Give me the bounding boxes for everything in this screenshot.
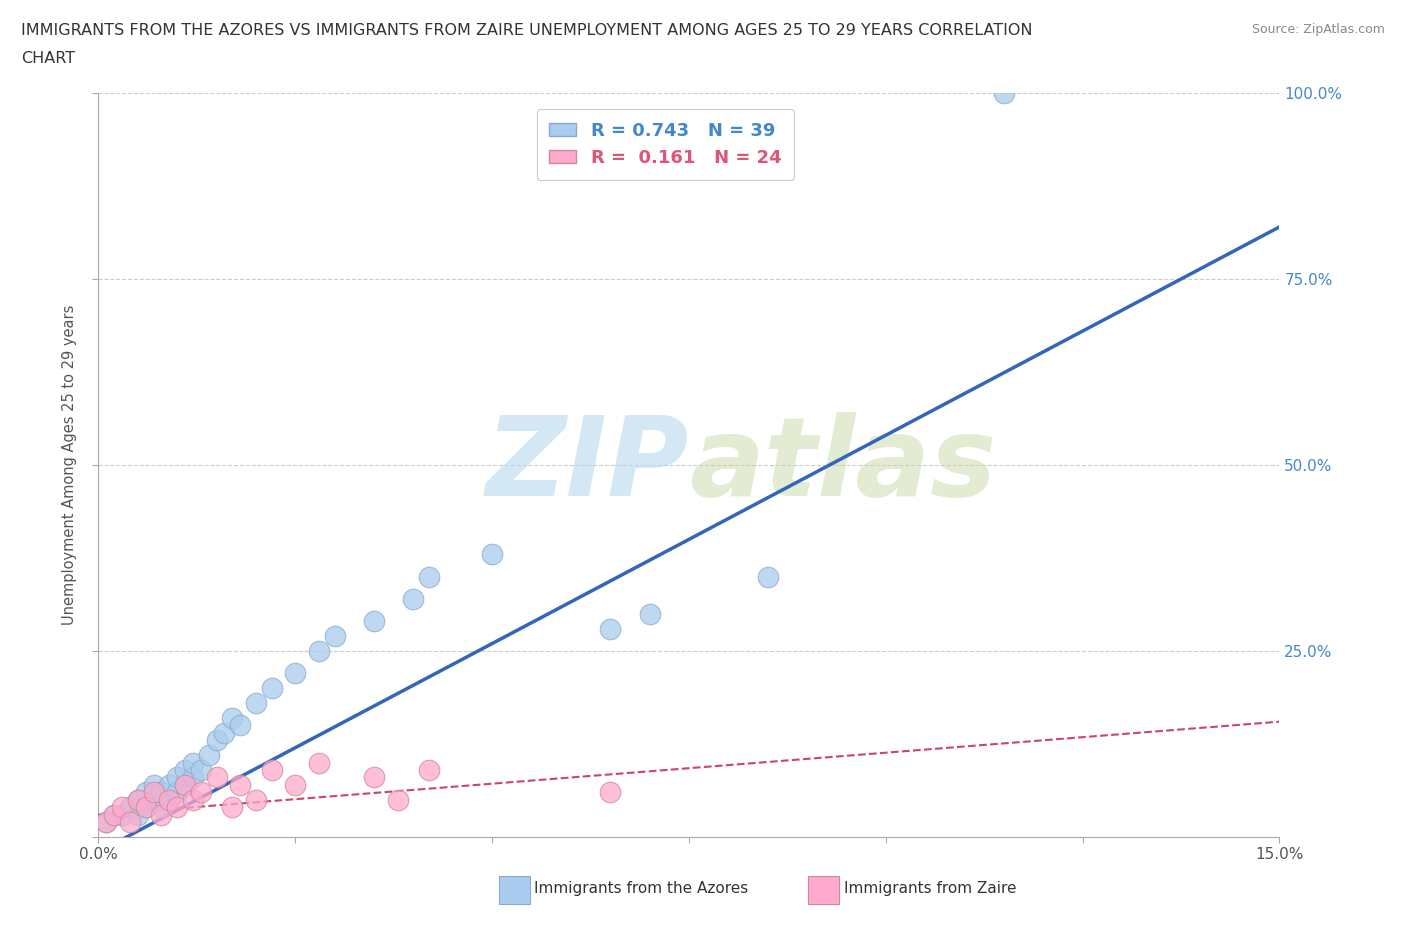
Point bbox=[229, 718, 252, 733]
Point bbox=[96, 815, 118, 830]
Point bbox=[308, 644, 330, 658]
Point bbox=[150, 807, 173, 822]
Text: Source: ZipAtlas.com: Source: ZipAtlas.com bbox=[1251, 23, 1385, 36]
Point bbox=[127, 792, 149, 807]
Point bbox=[142, 792, 165, 807]
Text: CHART: CHART bbox=[21, 51, 75, 66]
Point bbox=[150, 800, 173, 815]
Point bbox=[103, 807, 125, 822]
Point bbox=[221, 800, 243, 815]
Point bbox=[599, 621, 621, 636]
Point bbox=[127, 792, 149, 807]
Point bbox=[174, 777, 197, 792]
Point bbox=[111, 807, 134, 822]
Point bbox=[135, 800, 157, 815]
Point bbox=[402, 591, 425, 606]
Point bbox=[993, 86, 1015, 100]
Point bbox=[181, 792, 204, 807]
Text: Immigrants from Zaire: Immigrants from Zaire bbox=[844, 881, 1017, 896]
Point bbox=[190, 785, 212, 800]
Point bbox=[111, 800, 134, 815]
Point bbox=[387, 792, 409, 807]
Point bbox=[157, 792, 180, 807]
Point bbox=[181, 770, 204, 785]
Y-axis label: Unemployment Among Ages 25 to 29 years: Unemployment Among Ages 25 to 29 years bbox=[62, 305, 77, 625]
Point bbox=[96, 815, 118, 830]
Point bbox=[190, 763, 212, 777]
Point bbox=[181, 755, 204, 770]
Point bbox=[157, 777, 180, 792]
Point bbox=[135, 800, 157, 815]
Point bbox=[245, 792, 267, 807]
Text: atlas: atlas bbox=[689, 411, 997, 519]
Point bbox=[197, 748, 219, 763]
Point bbox=[166, 800, 188, 815]
Point bbox=[323, 629, 346, 644]
Point bbox=[166, 770, 188, 785]
Point bbox=[142, 777, 165, 792]
Point bbox=[284, 777, 307, 792]
Point bbox=[418, 569, 440, 584]
Point bbox=[157, 792, 180, 807]
Point bbox=[756, 569, 779, 584]
Point bbox=[205, 770, 228, 785]
Point bbox=[599, 785, 621, 800]
Point bbox=[166, 785, 188, 800]
Point bbox=[103, 807, 125, 822]
Legend: R = 0.743   N = 39, R =  0.161   N = 24: R = 0.743 N = 39, R = 0.161 N = 24 bbox=[537, 110, 794, 179]
Point bbox=[481, 547, 503, 562]
Point bbox=[229, 777, 252, 792]
Point bbox=[214, 725, 236, 740]
Point bbox=[118, 815, 141, 830]
Text: ZIP: ZIP bbox=[485, 411, 689, 519]
Point bbox=[135, 785, 157, 800]
Point bbox=[127, 807, 149, 822]
Point bbox=[245, 696, 267, 711]
Point bbox=[142, 785, 165, 800]
Point bbox=[260, 681, 283, 696]
Point bbox=[308, 755, 330, 770]
Point bbox=[638, 606, 661, 621]
Point bbox=[260, 763, 283, 777]
Point bbox=[174, 763, 197, 777]
Point bbox=[363, 770, 385, 785]
Point bbox=[174, 777, 197, 792]
Point bbox=[150, 785, 173, 800]
Point bbox=[221, 711, 243, 725]
Text: IMMIGRANTS FROM THE AZORES VS IMMIGRANTS FROM ZAIRE UNEMPLOYMENT AMONG AGES 25 T: IMMIGRANTS FROM THE AZORES VS IMMIGRANTS… bbox=[21, 23, 1032, 38]
Point bbox=[363, 614, 385, 629]
Point bbox=[418, 763, 440, 777]
Text: Immigrants from the Azores: Immigrants from the Azores bbox=[534, 881, 748, 896]
Point bbox=[205, 733, 228, 748]
Point bbox=[284, 666, 307, 681]
Point bbox=[118, 800, 141, 815]
